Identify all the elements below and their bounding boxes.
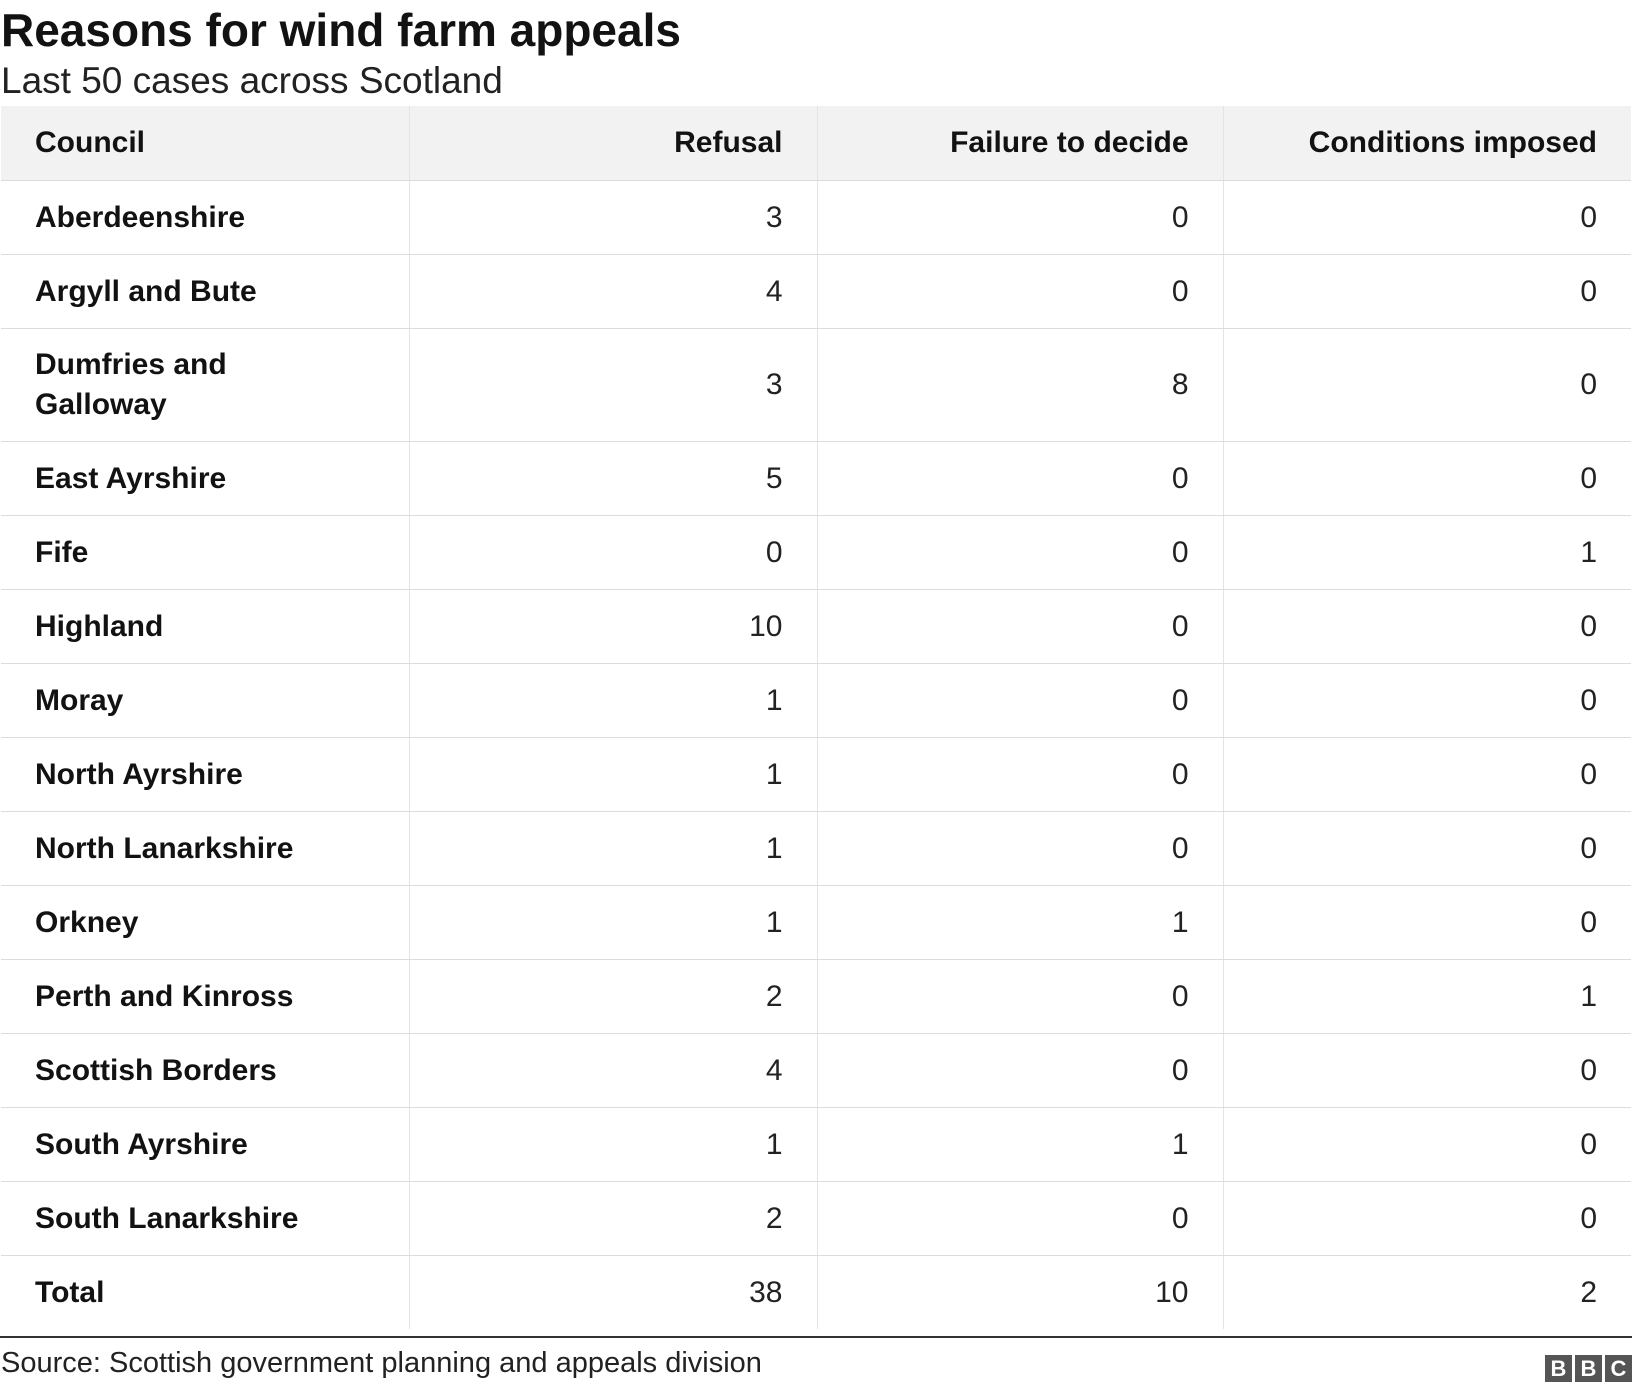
cell-council: Dumfries and Galloway [1, 328, 410, 442]
cell-failure-to-decide: 0 [817, 589, 1224, 664]
table-row: South Lanarkshire 2 0 0 [1, 1181, 1631, 1256]
cell-refusal: 1 [409, 885, 818, 960]
chart-title: Reasons for wind farm appeals [1, 4, 681, 56]
cell-refusal: 10 [409, 589, 818, 664]
cell-failure-to-decide: 1 [817, 1107, 1224, 1182]
cell-failure-to-decide: 0 [817, 959, 1224, 1034]
cell-council: Scottish Borders [1, 1033, 410, 1108]
table-row: Moray 1 0 0 [1, 663, 1631, 738]
bbc-logo-block: C [1605, 1355, 1632, 1382]
cell-council: South Lanarkshire [1, 1181, 410, 1256]
appeals-table: Council Refusal Failure to decide Condit… [1, 106, 1631, 1329]
cell-conditions-imposed: 0 [1223, 441, 1631, 516]
bbc-logo-block: B [1575, 1355, 1602, 1382]
cell-council: Highland [1, 589, 410, 664]
cell-conditions-imposed: 0 [1223, 737, 1631, 812]
bbc-logo-block: B [1545, 1355, 1572, 1382]
cell-council: North Ayrshire [1, 737, 410, 812]
cell-refusal: 1 [409, 1107, 818, 1182]
table-row: Aberdeenshire 3 0 0 [1, 180, 1631, 255]
cell-failure-to-decide: 0 [817, 515, 1224, 590]
table-row: South Ayrshire 1 1 0 [1, 1107, 1631, 1182]
table-row: Scottish Borders 4 0 0 [1, 1033, 1631, 1108]
cell-failure-to-decide: 0 [817, 737, 1224, 812]
table-row: East Ayrshire 5 0 0 [1, 441, 1631, 516]
cell-council: Moray [1, 663, 410, 738]
cell-council: Orkney [1, 885, 410, 960]
column-header-conditions-imposed: Conditions imposed [1223, 106, 1631, 181]
cell-conditions-imposed: 0 [1223, 663, 1631, 738]
cell-failure-to-decide: 0 [817, 1033, 1224, 1108]
bbc-logo: B B C [1545, 1355, 1632, 1382]
table-row: Highland 10 0 0 [1, 589, 1631, 664]
cell-failure-to-decide: 0 [817, 180, 1224, 255]
cell-failure-to-decide: 1 [817, 885, 1224, 960]
cell-refusal: 4 [409, 1033, 818, 1108]
cell-refusal: 1 [409, 737, 818, 812]
cell-council: Perth and Kinross [1, 959, 410, 1034]
cell-conditions-imposed: 0 [1223, 1033, 1631, 1108]
cell-failure-to-decide: 0 [817, 254, 1224, 329]
cell-council: Fife [1, 515, 410, 590]
cell-council: Aberdeenshire [1, 180, 410, 255]
column-header-failure-to-decide: Failure to decide [817, 106, 1224, 181]
cell-conditions-imposed: 1 [1223, 515, 1631, 590]
cell-failure-to-decide: 0 [817, 811, 1224, 886]
cell-refusal: 2 [409, 1181, 818, 1256]
cell-council: North Lanarkshire [1, 811, 410, 886]
cell-refusal: 4 [409, 254, 818, 329]
column-header-council: Council [1, 106, 410, 181]
total-row: Total 38 10 2 [1, 1255, 1631, 1329]
cell-refusal: 2 [409, 959, 818, 1034]
cell-failure-to-decide: 0 [817, 1181, 1224, 1256]
cell-conditions-imposed: 0 [1223, 180, 1631, 255]
table-row: Dumfries and Galloway 3 8 0 [1, 328, 1631, 442]
table-row: Perth and Kinross 2 0 1 [1, 959, 1631, 1034]
cell-council: Total [1, 1255, 410, 1329]
table-row: North Ayrshire 1 0 0 [1, 737, 1631, 812]
cell-conditions-imposed: 0 [1223, 328, 1631, 442]
table-row: Orkney 1 1 0 [1, 885, 1631, 960]
cell-failure-to-decide: 8 [817, 328, 1224, 442]
cell-failure-to-decide: 0 [817, 663, 1224, 738]
cell-conditions-imposed: 0 [1223, 589, 1631, 664]
cell-refusal: 38 [409, 1255, 818, 1329]
cell-council: South Ayrshire [1, 1107, 410, 1182]
source-note: Source: Scottish government planning and… [1, 1347, 762, 1379]
table-row: Argyll and Bute 4 0 0 [1, 254, 1631, 329]
cell-conditions-imposed: 0 [1223, 885, 1631, 960]
table-body: Aberdeenshire 3 0 0 Argyll and Bute 4 0 0 Dumfri… [1, 180, 1631, 1329]
cell-refusal: 1 [409, 663, 818, 738]
chart-subtitle: Last 50 cases across Scotland [1, 60, 503, 101]
cell-council: East Ayrshire [1, 441, 410, 516]
table-row: Fife 0 0 1 [1, 515, 1631, 590]
cell-refusal: 5 [409, 441, 818, 516]
column-header-refusal: Refusal [409, 106, 818, 181]
cell-refusal: 0 [409, 515, 818, 590]
cell-failure-to-decide: 10 [817, 1255, 1224, 1329]
cell-refusal: 1 [409, 811, 818, 886]
cell-council: Argyll and Bute [1, 254, 410, 329]
footer-divider [0, 1336, 1632, 1338]
cell-conditions-imposed: 1 [1223, 959, 1631, 1034]
cell-refusal: 3 [409, 180, 818, 255]
cell-conditions-imposed: 0 [1223, 811, 1631, 886]
cell-refusal: 3 [409, 328, 818, 442]
table-row: North Lanarkshire 1 0 0 [1, 811, 1631, 886]
table-header-row: Council Refusal Failure to decide Condit… [1, 106, 1631, 181]
cell-conditions-imposed: 0 [1223, 254, 1631, 329]
cell-conditions-imposed: 2 [1580, 1275, 1597, 1309]
cell-conditions-imposed: 0 [1223, 1107, 1631, 1182]
cell-failure-to-decide: 0 [817, 441, 1224, 516]
cell-conditions-imposed: 0 [1223, 1181, 1631, 1256]
